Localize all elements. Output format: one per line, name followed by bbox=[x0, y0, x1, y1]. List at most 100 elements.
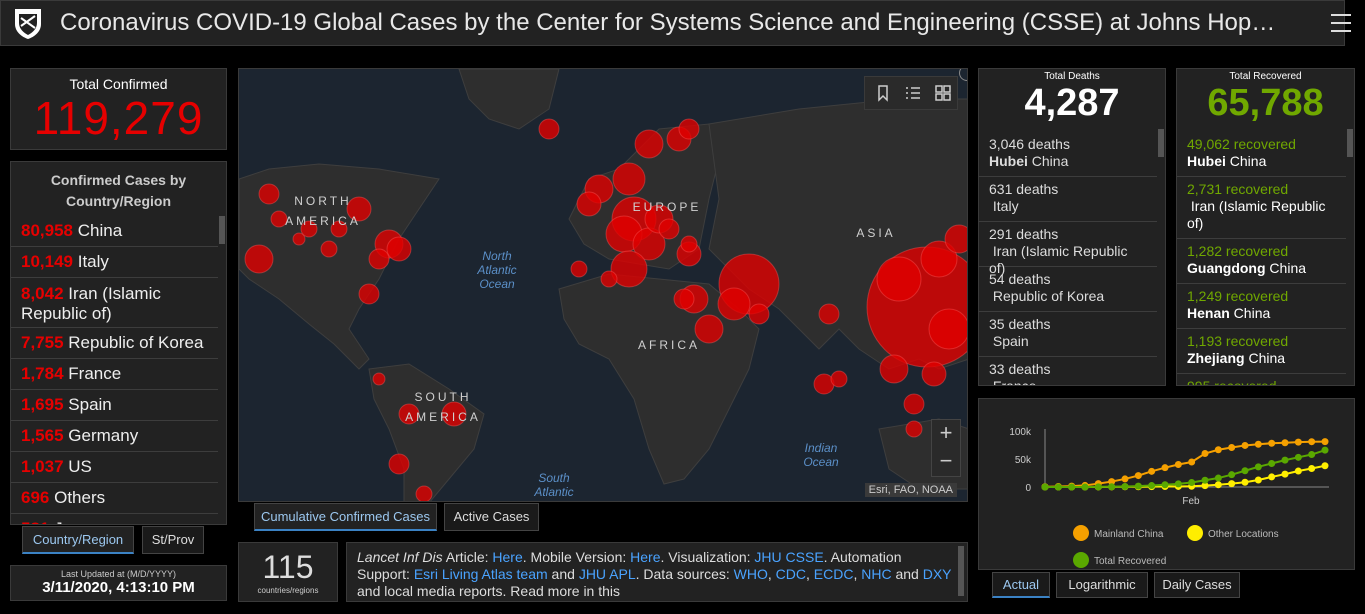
article-link[interactable]: Here bbox=[492, 549, 523, 565]
case-bubble[interactable] bbox=[346, 196, 372, 222]
list-item[interactable]: 1,037 US bbox=[11, 452, 218, 483]
esri-link[interactable]: Esri Living Atlas team bbox=[413, 566, 548, 582]
case-bubble[interactable] bbox=[570, 260, 588, 278]
total-deaths-label: Total Deaths bbox=[1044, 71, 1100, 82]
case-bubble[interactable] bbox=[320, 240, 338, 258]
list-item[interactable]: 10,149 Italy bbox=[11, 247, 218, 278]
country-list-scrollbar[interactable] bbox=[219, 216, 225, 244]
zoom-out-button[interactable]: − bbox=[939, 448, 953, 473]
case-bubble[interactable] bbox=[673, 288, 695, 310]
data-point bbox=[1228, 480, 1236, 488]
list-item[interactable]: 7,755 Republic of Korea bbox=[11, 328, 218, 359]
tab-country-region[interactable]: Country/Region bbox=[22, 526, 134, 554]
recovered-scrollbar[interactable] bbox=[1347, 129, 1353, 157]
legend-list-icon[interactable] bbox=[903, 83, 923, 103]
case-bubble[interactable] bbox=[600, 270, 618, 288]
case-bubble[interactable] bbox=[386, 236, 412, 262]
case-bubble[interactable] bbox=[876, 256, 922, 302]
list-item[interactable]: 995 recovered bbox=[1177, 374, 1346, 385]
tab-actual[interactable]: Actual bbox=[992, 572, 1050, 598]
list-item[interactable]: 33 deaths France bbox=[979, 357, 1157, 385]
data-point bbox=[1294, 438, 1302, 446]
case-bubble[interactable] bbox=[944, 224, 968, 254]
list-item[interactable]: 291 deaths Iran (Islamic Republic of) bbox=[979, 222, 1157, 276]
case-bubble[interactable] bbox=[921, 361, 947, 387]
case-bubble[interactable] bbox=[928, 308, 968, 350]
list-item[interactable]: 8,042 Iran (Islamic Republic of) bbox=[11, 278, 218, 328]
case-bubble[interactable] bbox=[678, 118, 700, 140]
jhu-shield-icon bbox=[15, 9, 41, 39]
jhu-csse-link[interactable]: JHU CSSE bbox=[754, 549, 824, 565]
case-bubble[interactable] bbox=[330, 220, 348, 238]
case-bubble[interactable] bbox=[538, 118, 560, 140]
ecdc-link[interactable]: ECDC bbox=[813, 566, 854, 582]
x-tick-label: Feb bbox=[1182, 496, 1200, 507]
cdc-link[interactable]: CDC bbox=[775, 566, 807, 582]
case-bubble[interactable] bbox=[292, 232, 306, 246]
tab-cumulative-confirmed[interactable]: Cumulative Confirmed Cases bbox=[254, 503, 437, 531]
case-bubble[interactable] bbox=[372, 372, 386, 386]
bookmark-icon[interactable] bbox=[873, 83, 893, 103]
case-bubble[interactable] bbox=[694, 314, 724, 344]
case-bubble[interactable] bbox=[258, 183, 280, 205]
case-bubble[interactable] bbox=[830, 370, 848, 388]
case-bubble[interactable] bbox=[244, 244, 274, 274]
case-bubble[interactable] bbox=[300, 220, 318, 238]
case-bubble[interactable] bbox=[680, 235, 698, 253]
case-bubble[interactable] bbox=[634, 129, 664, 159]
case-bubble[interactable] bbox=[441, 401, 467, 427]
case-bubble[interactable] bbox=[658, 218, 680, 240]
case-bubble[interactable] bbox=[270, 210, 288, 228]
list-item[interactable]: 631 deaths Italy bbox=[979, 177, 1157, 222]
list-item[interactable]: 2,731 recovered Iran (Islamic Republic o… bbox=[1177, 177, 1346, 239]
case-bubble[interactable] bbox=[358, 283, 380, 305]
case-bubble[interactable] bbox=[612, 162, 646, 196]
map-canvas[interactable] bbox=[239, 69, 968, 502]
data-point bbox=[1188, 458, 1196, 466]
dxy-link[interactable]: DXY bbox=[922, 566, 952, 582]
case-bubble[interactable] bbox=[717, 287, 751, 321]
who-link[interactable]: WHO bbox=[733, 566, 768, 582]
basemap-gallery-icon[interactable] bbox=[933, 83, 953, 103]
case-bubble[interactable] bbox=[920, 240, 958, 278]
case-bubble[interactable] bbox=[818, 303, 840, 325]
data-point bbox=[1068, 483, 1076, 491]
list-item[interactable]: 80,958 China bbox=[11, 216, 218, 247]
list-item[interactable]: 35 deaths Spain bbox=[979, 312, 1157, 357]
case-bubble[interactable] bbox=[576, 191, 602, 217]
hamburger-menu-icon[interactable] bbox=[1331, 14, 1351, 32]
tab-logarithmic[interactable]: Logarithmic bbox=[1056, 572, 1148, 598]
tab-active-cases[interactable]: Active Cases bbox=[444, 503, 539, 531]
list-item[interactable]: 696 Others bbox=[11, 483, 218, 514]
world-map[interactable]: NORTH AMERICA EUROPE ASIA AFRICA SOUTH A… bbox=[238, 68, 968, 502]
data-point bbox=[1321, 438, 1329, 446]
case-bubble[interactable] bbox=[748, 303, 770, 325]
list-item[interactable]: 1,784 France bbox=[11, 359, 218, 390]
tab-daily-cases[interactable]: Daily Cases bbox=[1154, 572, 1240, 598]
info-scrollbar[interactable] bbox=[958, 546, 964, 596]
country-list-heading: Confirmed Cases by Country/Region bbox=[50, 172, 187, 209]
deaths-scrollbar[interactable] bbox=[1158, 129, 1164, 157]
zoom-in-button[interactable]: + bbox=[939, 420, 953, 445]
case-bubble[interactable] bbox=[905, 420, 923, 438]
case-bubble[interactable] bbox=[903, 393, 925, 415]
mobile-link[interactable]: Here bbox=[630, 549, 661, 565]
jhu-apl-link[interactable]: JHU APL bbox=[578, 566, 636, 582]
list-item[interactable]: 1,282 recovered Guangdong China bbox=[1177, 239, 1346, 284]
case-bubble[interactable] bbox=[415, 485, 433, 502]
list-item[interactable]: 1,193 recovered Zhejiang China bbox=[1177, 329, 1346, 374]
list-item[interactable]: 49,062 recovered Hubei China bbox=[1177, 132, 1346, 177]
list-item[interactable]: 1,565 Germany bbox=[11, 421, 218, 452]
list-item[interactable]: 1,695 Spain bbox=[11, 390, 218, 421]
nhc-link[interactable]: NHC bbox=[861, 566, 892, 582]
list-item[interactable]: 3,046 deaths Hubei China bbox=[979, 132, 1157, 177]
list-item[interactable]: 581 J bbox=[11, 514, 218, 524]
tab-state-province[interactable]: St/Prov bbox=[142, 526, 204, 554]
case-bubble[interactable] bbox=[388, 453, 410, 475]
case-bubble[interactable] bbox=[879, 354, 909, 384]
case-bubble[interactable] bbox=[610, 250, 648, 288]
case-bubble[interactable] bbox=[398, 403, 420, 425]
list-item[interactable]: 54 deaths Republic of Korea bbox=[979, 267, 1157, 312]
list-item[interactable]: 1,249 recovered Henan China bbox=[1177, 284, 1346, 329]
case-bubble[interactable] bbox=[368, 248, 390, 270]
